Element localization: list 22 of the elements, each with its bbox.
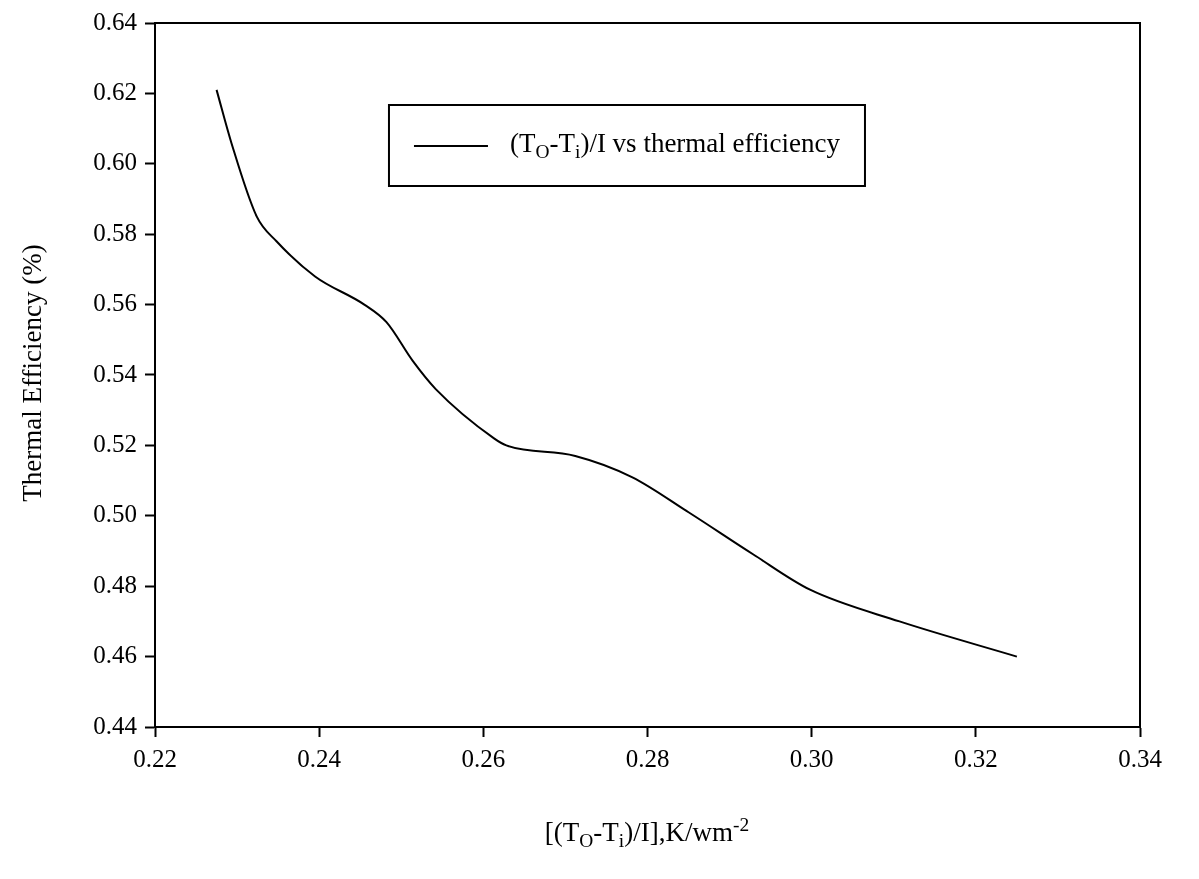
- x-axis-title: [(T$_{O}$-T$_{i}$)/I],K/wm$^{-2}$: [544, 813, 750, 853]
- y-tick-label: 0.56: [93, 289, 137, 317]
- y-tick-label: 0.52: [93, 429, 137, 457]
- x-tick-label: 0.32: [953, 744, 998, 772]
- y-tick-label: 0.62: [93, 77, 137, 105]
- y-axis-title: Thermal Efficiency (%): [16, 244, 48, 502]
- y-tick-label: 0.54: [93, 359, 138, 387]
- x-tick-label: 0.34: [1118, 744, 1163, 772]
- legend-label: (T$_{O}$-T$_{i}$)/I vs thermal efficiency: [509, 128, 841, 164]
- x-tick-label: 0.28: [625, 744, 670, 772]
- y-tick-label: 0.60: [93, 148, 137, 176]
- y-tick-label: 0.48: [93, 570, 137, 598]
- y-tick-label: 0.44: [93, 711, 138, 739]
- y-tick-label: 0.58: [93, 218, 137, 246]
- y-tick-label: 0.64: [93, 7, 138, 35]
- y-tick-label: 0.50: [93, 500, 137, 528]
- x-tick-label: 0.24: [297, 744, 342, 772]
- line-series: [215, 88, 1018, 658]
- x-tick-label: 0.26: [461, 744, 506, 772]
- y-tick-label: 0.46: [93, 641, 137, 669]
- x-tick-label: 0.22: [133, 744, 177, 772]
- x-tick-label: 0.30: [789, 744, 834, 772]
